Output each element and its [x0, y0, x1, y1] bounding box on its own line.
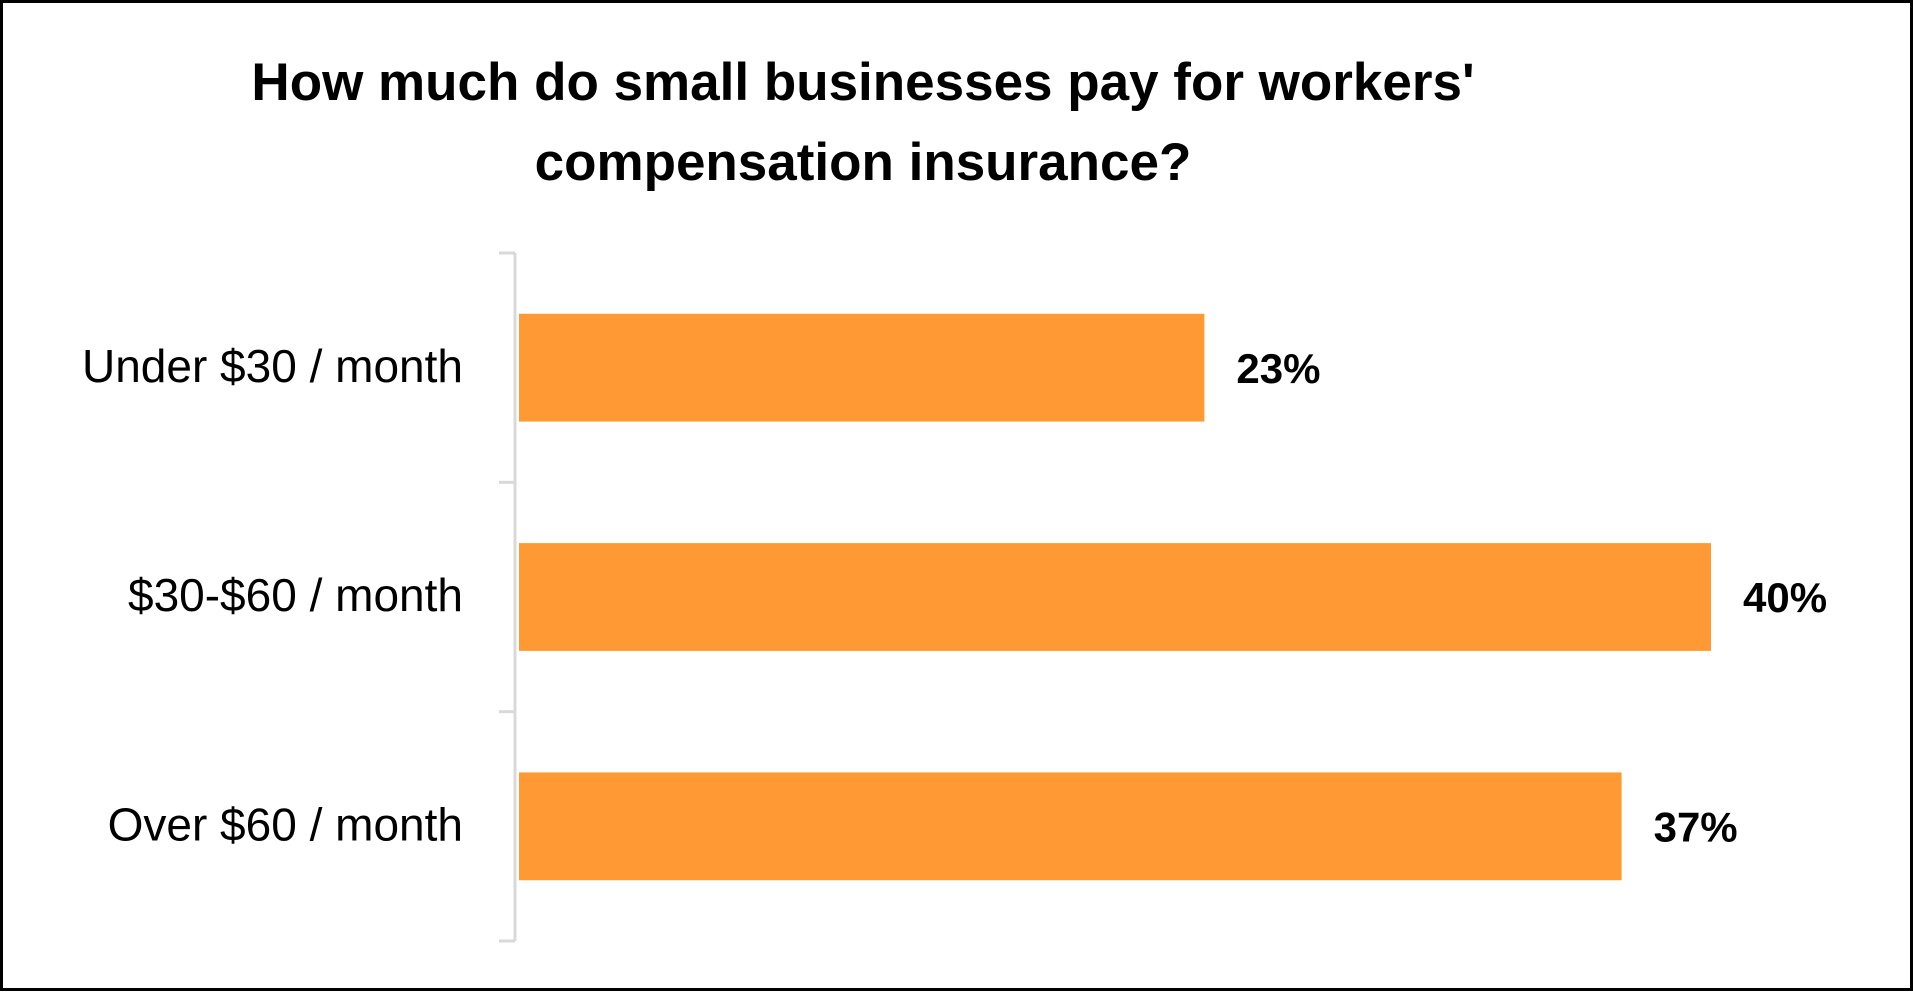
bar: [519, 543, 1711, 651]
data-label: 40%: [1743, 574, 1827, 621]
bar-chart: Under $30 / month 23% $30-$60 / month 40% Ov…: [82, 251, 1827, 943]
bar-series: [519, 313, 1711, 881]
bar: [519, 772, 1622, 881]
data-label: 37%: [1654, 803, 1738, 850]
category-label: $30-$60 / month: [128, 569, 463, 621]
data-label: 23%: [1236, 345, 1320, 392]
category-axis: [499, 251, 517, 943]
chart-title: How much do small businesses pay for wor…: [251, 53, 1475, 192]
category-label: Over $60 / month: [108, 798, 463, 850]
labels: Under $30 / month 23% $30-$60 / month 40% Ov…: [82, 340, 1827, 851]
bar: [519, 313, 1205, 422]
category-label: Under $30 / month: [82, 340, 463, 392]
